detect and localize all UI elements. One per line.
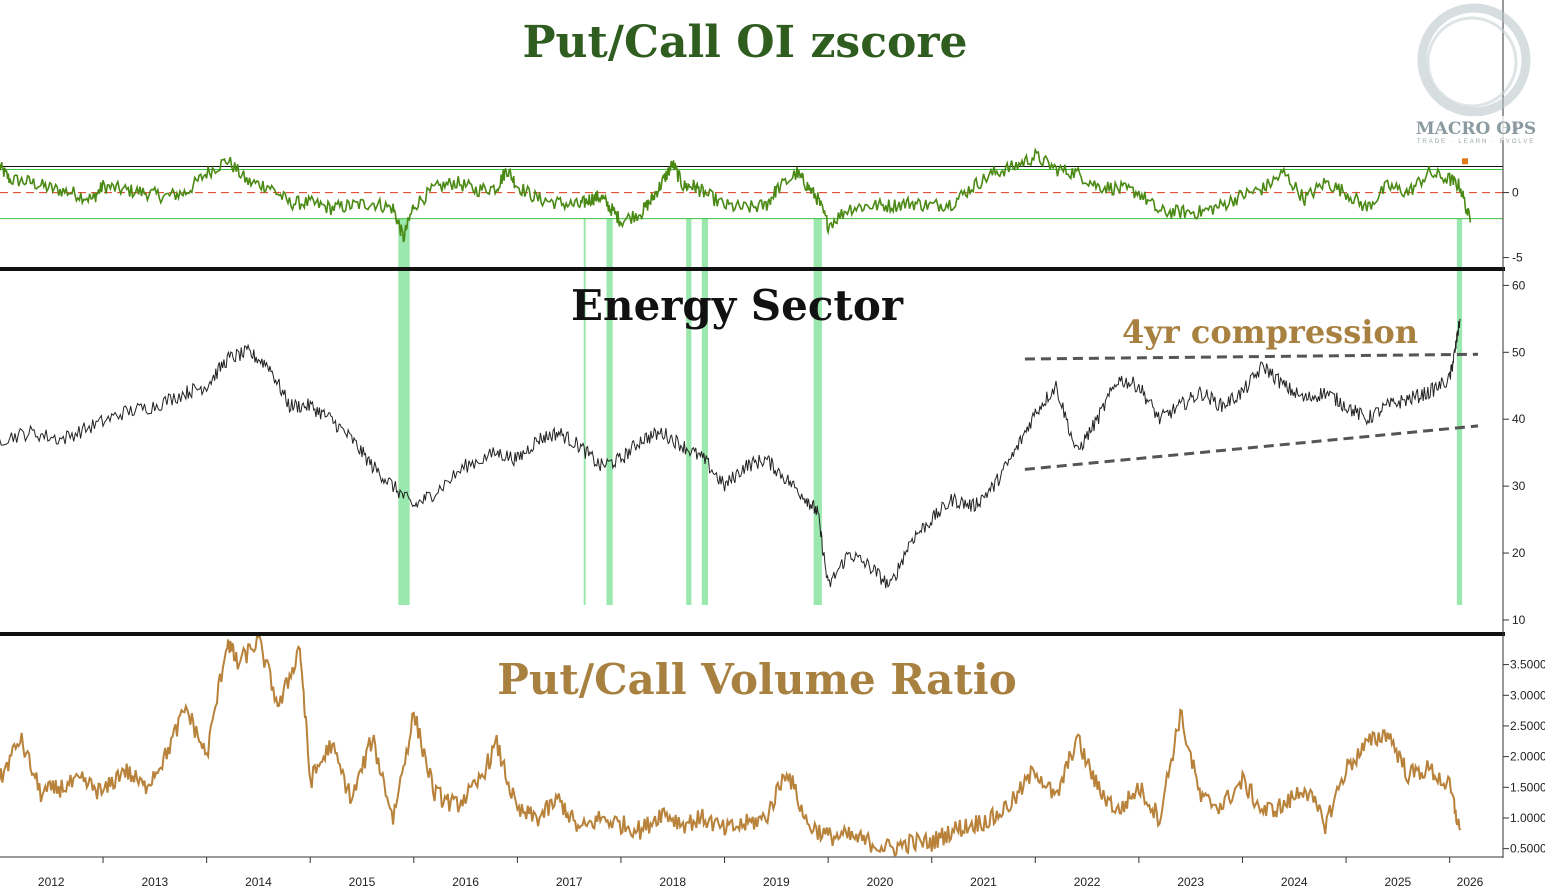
highlight-bar bbox=[398, 218, 410, 605]
volume-y-tick-label: 3.5000 bbox=[1510, 658, 1545, 672]
x-tick-label: 2012 bbox=[38, 875, 65, 889]
volume-y-tick-label: 0.5000 bbox=[1510, 842, 1545, 856]
volume-y-tick-label: 2.5000 bbox=[1510, 719, 1545, 733]
highlight-bar bbox=[583, 218, 586, 605]
trendline bbox=[1024, 352, 1479, 361]
logo-name: MACRO OPS bbox=[1416, 119, 1536, 139]
zscore-y-tick-label: 0 bbox=[1512, 186, 1519, 200]
highlight-bar bbox=[686, 218, 692, 605]
energy-y-tick-label: 10 bbox=[1512, 613, 1526, 627]
energy-title: Energy Sector bbox=[571, 281, 904, 330]
logo-inner-stroke bbox=[1426, 16, 1518, 108]
highlight-bar bbox=[606, 218, 613, 605]
last-value-marker bbox=[1462, 158, 1468, 165]
energy-y-tick-label: 30 bbox=[1512, 479, 1526, 493]
highlight-bars bbox=[398, 218, 1463, 605]
panel-divider-bottom bbox=[0, 632, 1505, 636]
x-tick-label: 2026 bbox=[1457, 875, 1484, 889]
zscore-title: Put/Call OI zscore bbox=[522, 17, 967, 68]
x-tick-label: 2017 bbox=[556, 875, 583, 889]
highlight-bar bbox=[701, 218, 708, 605]
x-tick-label: 2018 bbox=[659, 875, 686, 889]
x-tick-label: 2021 bbox=[970, 875, 997, 889]
volume-ratio-series-line bbox=[0, 636, 1461, 857]
panel-divider-top bbox=[0, 267, 1505, 271]
axis-ticks: -5051020304050600.50001.00001.50002.0000… bbox=[38, 121, 1545, 889]
highlight-bar bbox=[1456, 218, 1463, 605]
x-tick-label: 2022 bbox=[1074, 875, 1101, 889]
x-tick-label: 2016 bbox=[452, 875, 479, 889]
x-tick-label: 2019 bbox=[763, 875, 790, 889]
x-tick-label: 2014 bbox=[245, 875, 272, 889]
zscore-reference-lines bbox=[0, 166, 1503, 220]
x-tick-label: 2013 bbox=[141, 875, 168, 889]
zscore-y-tick-label: -5 bbox=[1512, 251, 1523, 265]
highlight-bar bbox=[813, 218, 822, 605]
volume-y-tick-label: 3.0000 bbox=[1510, 688, 1545, 702]
volume-y-tick-label: 2.0000 bbox=[1510, 750, 1545, 764]
x-tick-label: 2015 bbox=[349, 875, 376, 889]
volume-y-tick-label: 1.5000 bbox=[1510, 780, 1545, 794]
energy-y-tick-label: 20 bbox=[1512, 546, 1526, 560]
macro-ops-logo: MACRO OPS TRADE · LEARN · EVOLVE bbox=[1408, 3, 1543, 145]
compression-annotation: 4yr compression bbox=[1122, 313, 1418, 351]
energy-y-tick-label: 40 bbox=[1512, 412, 1526, 426]
x-tick-label: 2024 bbox=[1281, 875, 1308, 889]
x-tick-label: 2023 bbox=[1177, 875, 1204, 889]
energy-y-tick-label: 60 bbox=[1512, 278, 1526, 292]
volume-ratio-title: Put/Call Volume Ratio bbox=[497, 655, 1017, 704]
volume-y-tick-label: 1.0000 bbox=[1510, 811, 1545, 825]
energy-y-tick-label: 50 bbox=[1512, 345, 1526, 359]
logo-tagline: TRADE · LEARN · EVOLVE bbox=[1417, 139, 1536, 145]
x-tick-label: 2020 bbox=[867, 875, 894, 889]
x-tick-label: 2025 bbox=[1384, 875, 1411, 889]
compression-trendlines bbox=[1024, 352, 1479, 471]
trendline bbox=[1024, 424, 1479, 471]
zscore-series-line bbox=[0, 147, 1472, 243]
energy-series-line bbox=[0, 318, 1461, 589]
logo-circle-icon bbox=[1417, 3, 1531, 117]
